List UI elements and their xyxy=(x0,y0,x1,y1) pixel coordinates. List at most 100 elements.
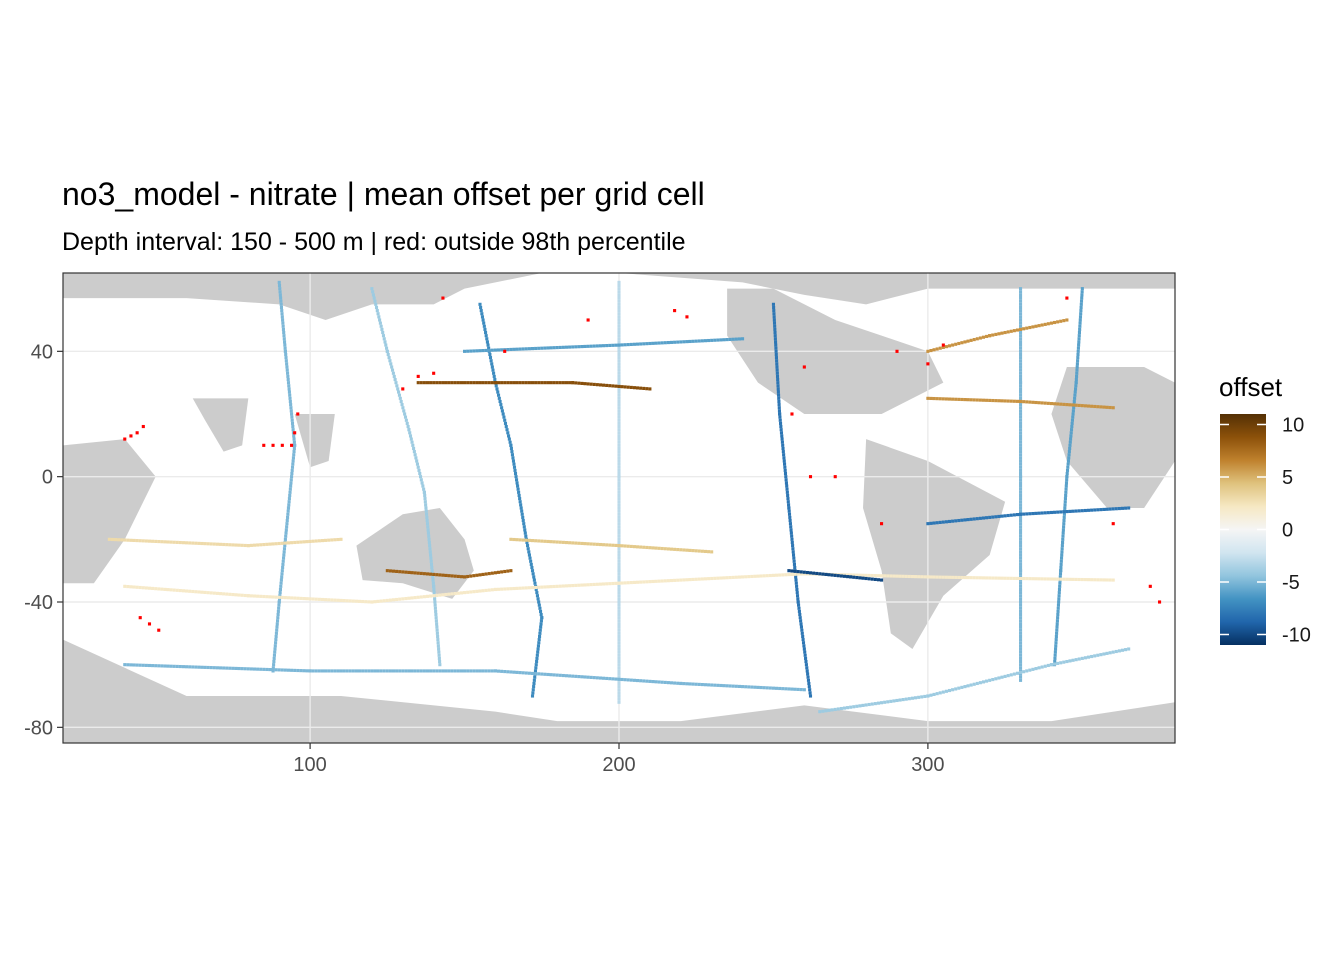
offset-cell xyxy=(951,575,955,579)
offset-cell xyxy=(501,412,505,416)
offset-cell xyxy=(281,318,285,322)
offset-cell xyxy=(456,591,460,595)
offset-cell xyxy=(441,593,445,597)
offset-cell xyxy=(929,575,933,579)
offset-cell xyxy=(611,581,615,586)
offset-cell xyxy=(1060,547,1064,551)
offset-cell xyxy=(617,647,621,651)
offset-cell xyxy=(163,587,167,591)
offset-cell xyxy=(790,540,794,545)
offset-cell xyxy=(617,506,621,510)
offset-cell xyxy=(281,321,285,325)
offset-cell xyxy=(520,512,524,516)
offset-cell xyxy=(530,381,535,385)
offset-cell xyxy=(786,497,790,501)
offset-cell xyxy=(1057,587,1062,592)
offset-cell xyxy=(807,681,811,686)
offset-cell xyxy=(1019,656,1023,660)
offset-cell xyxy=(960,685,964,689)
offset-cell xyxy=(741,337,745,341)
offset-cell xyxy=(852,705,856,709)
offset-cell xyxy=(540,346,544,350)
offset-cell xyxy=(1099,578,1103,582)
offset-cell xyxy=(617,650,621,654)
offset-cell xyxy=(290,668,294,672)
offset-cell xyxy=(577,583,581,587)
offset-cell xyxy=(160,587,164,591)
offset-cell xyxy=(602,383,606,387)
offset-cell xyxy=(475,573,479,577)
offset-cell xyxy=(981,398,986,402)
offset-cell xyxy=(1049,663,1053,667)
offset-cell xyxy=(1059,565,1063,570)
offset-cell xyxy=(617,352,621,357)
offset-cell xyxy=(413,669,417,673)
offset-cell xyxy=(710,338,714,342)
offset-cell xyxy=(676,578,680,582)
offset-cell xyxy=(620,343,624,347)
offset-cell xyxy=(855,704,859,708)
offset-cell xyxy=(941,520,945,524)
offset-cell xyxy=(1090,654,1094,659)
offset-cell xyxy=(935,521,939,525)
offset-cell xyxy=(284,531,288,535)
offset-cell xyxy=(528,556,532,560)
offset-cell xyxy=(1006,576,1010,580)
offset-cell xyxy=(1117,506,1121,511)
offset-cell xyxy=(416,669,420,673)
offset-cell xyxy=(688,682,692,686)
offset-cell xyxy=(515,381,519,385)
offset-cell xyxy=(580,381,584,385)
land-region xyxy=(192,398,249,452)
offset-cell xyxy=(886,574,890,578)
offset-cell xyxy=(776,377,780,382)
offset-cell xyxy=(475,349,479,353)
offset-cell xyxy=(414,456,418,460)
offset-cell xyxy=(617,669,621,673)
outlier-cells xyxy=(123,296,1162,632)
offset-cell xyxy=(1056,661,1060,665)
offset-cell xyxy=(777,409,781,413)
offset-cell xyxy=(1000,514,1004,518)
offset-cell xyxy=(308,669,312,673)
offset-cell xyxy=(632,545,636,549)
offset-cell xyxy=(361,669,365,673)
offset-cell xyxy=(279,578,283,582)
offset-cell xyxy=(286,371,290,375)
offset-cell xyxy=(330,598,334,602)
offset-cell xyxy=(558,584,562,588)
offset-cell xyxy=(703,577,708,581)
offset-cell xyxy=(981,576,986,580)
offset-cell xyxy=(277,541,281,546)
offset-cell xyxy=(617,387,621,391)
offset-cell xyxy=(240,593,244,597)
offset-cell xyxy=(506,431,510,435)
offset-cell xyxy=(392,374,396,378)
offset-cell xyxy=(617,556,621,560)
offset-cell xyxy=(617,371,621,375)
offset-cell xyxy=(240,667,244,671)
offset-cell xyxy=(772,318,776,322)
offset-cell xyxy=(617,509,621,513)
offset-cell xyxy=(534,585,538,589)
offset-cell xyxy=(589,382,593,386)
offset-cell xyxy=(1105,578,1109,582)
offset-cell xyxy=(617,424,621,429)
offset-cell xyxy=(762,686,766,690)
offset-cell xyxy=(252,543,257,547)
offset-cell xyxy=(154,539,158,543)
offset-cell xyxy=(1075,362,1079,366)
offset-cell xyxy=(549,673,553,677)
offset-cell xyxy=(830,708,834,712)
offset-cell xyxy=(536,647,540,651)
offset-cell xyxy=(400,403,404,407)
offset-cell xyxy=(892,699,896,703)
offset-cell xyxy=(558,673,562,677)
offset-cell xyxy=(795,584,799,588)
offset-cell xyxy=(475,381,479,385)
offset-cell xyxy=(632,678,636,682)
offset-cell xyxy=(611,677,615,681)
offset-cell xyxy=(538,634,542,639)
offset-cell xyxy=(1093,404,1097,409)
offset-cell xyxy=(1086,655,1091,659)
